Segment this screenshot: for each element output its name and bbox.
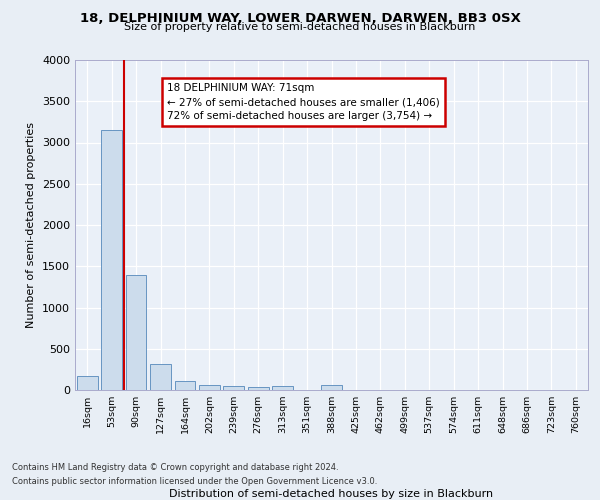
Text: Size of property relative to semi-detached houses in Blackburn: Size of property relative to semi-detach… — [124, 22, 476, 32]
Bar — [77, 376, 98, 390]
Text: 18, DELPHINIUM WAY, LOWER DARWEN, DARWEN, BB3 0SX: 18, DELPHINIUM WAY, LOWER DARWEN, DARWEN… — [80, 12, 520, 26]
Bar — [125, 274, 146, 390]
Bar — [223, 386, 244, 390]
Text: 18 DELPHINIUM WAY: 71sqm
← 27% of semi-detached houses are smaller (1,406)
72% o: 18 DELPHINIUM WAY: 71sqm ← 27% of semi-d… — [167, 83, 440, 121]
Bar — [199, 384, 220, 390]
Bar — [248, 386, 269, 390]
Bar — [101, 130, 122, 390]
Text: Contains HM Land Registry data © Crown copyright and database right 2024.: Contains HM Land Registry data © Crown c… — [12, 464, 338, 472]
Y-axis label: Number of semi-detached properties: Number of semi-detached properties — [26, 122, 37, 328]
Bar — [272, 386, 293, 390]
Text: Contains public sector information licensed under the Open Government Licence v3: Contains public sector information licen… — [12, 477, 377, 486]
Bar — [175, 381, 196, 390]
Bar — [321, 386, 342, 390]
Bar — [150, 364, 171, 390]
X-axis label: Distribution of semi-detached houses by size in Blackburn: Distribution of semi-detached houses by … — [169, 489, 494, 499]
